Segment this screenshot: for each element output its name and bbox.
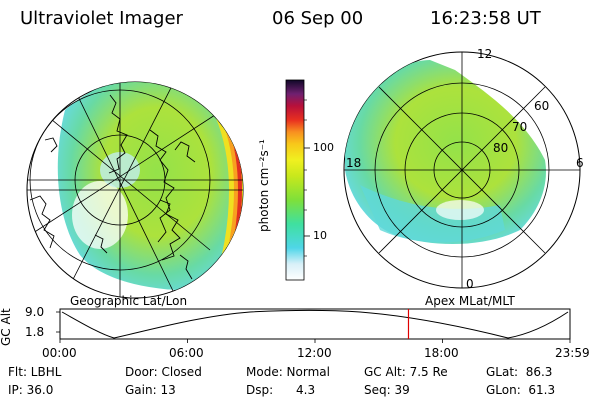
alt-ytick-1-8: 1.8 <box>25 325 45 339</box>
info-ip: IP: 36.0 <box>8 383 54 397</box>
info-mode: Mode: Normal <box>246 365 330 379</box>
magnetic-map <box>343 51 581 289</box>
mlt-label-0: 0 <box>466 277 474 291</box>
info-glon: GLon: 61.3 <box>486 383 556 397</box>
date-label: 06 Sep 00 <box>272 8 364 29</box>
info-door: Door: Closed <box>125 365 202 379</box>
alt-xtick-2359: 23:59 <box>555 346 590 360</box>
time-label: 16:23:58 UT <box>430 8 541 29</box>
info-dsp: Dsp: 4.3 <box>246 383 316 397</box>
alt-xtick-0000: 00:00 <box>42 346 77 360</box>
altitude-plot <box>56 308 571 343</box>
mlt-label-18: 18 <box>346 156 362 170</box>
geographic-map <box>26 81 244 299</box>
right-map-label: Apex MLat/MLT <box>425 294 515 308</box>
mlt-label-12: 12 <box>477 47 493 61</box>
colorbar-unit-label: photon cm⁻²s⁻¹ <box>257 139 271 232</box>
mlt-label-6: 6 <box>576 156 584 170</box>
info-glat: GLat: 86.3 <box>486 365 553 379</box>
alt-xtick-1800: 18:00 <box>424 346 459 360</box>
instrument-title: Ultraviolet Imager <box>20 8 183 29</box>
lat-label-70: 70 <box>512 120 528 134</box>
color-bar <box>285 79 310 281</box>
colorbar-tick-10: 10 <box>313 229 327 242</box>
alt-ytick-9: 9.0 <box>25 305 45 319</box>
lat-label-60: 60 <box>534 99 550 113</box>
alt-xtick-0600: 06:00 <box>169 346 204 360</box>
info-flt: Flt: LBHL <box>8 365 62 379</box>
info-gain: Gain: 13 <box>125 383 176 397</box>
info-seq: Seq: 39 <box>364 383 410 397</box>
alt-xtick-1200: 12:00 <box>297 346 332 360</box>
lat-label-80: 80 <box>493 141 509 155</box>
gc-alt-axis-label: GC Alt <box>0 308 13 346</box>
info-gcalt: GC Alt: 7.5 Re <box>364 365 448 379</box>
colorbar-tick-100: 100 <box>313 141 334 154</box>
left-map-label: Geographic Lat/Lon <box>70 294 188 308</box>
